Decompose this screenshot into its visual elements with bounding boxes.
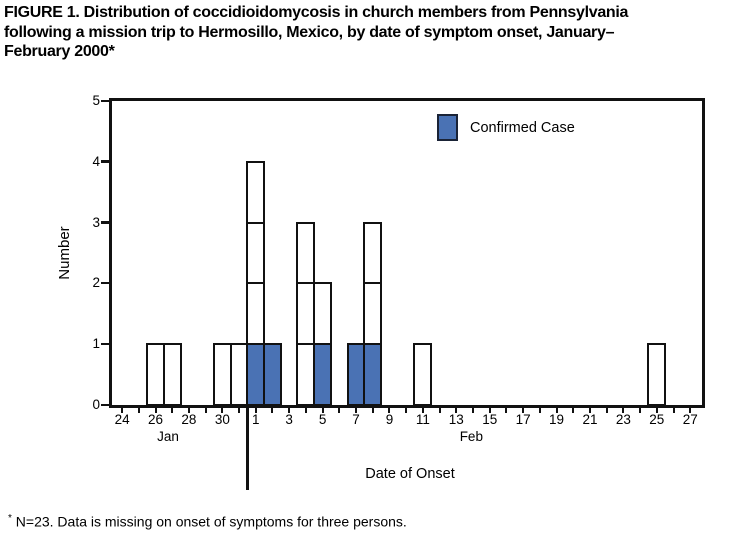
x-tick [137,405,140,413]
case-cell [246,282,266,346]
x-tick [588,405,591,413]
x-tick-label: 26 [148,412,164,427]
case-cell-confirmed [262,343,282,406]
y-tick [101,281,111,285]
case-cell [296,221,316,285]
case-cell [313,282,333,346]
x-tick [338,405,341,413]
y-tick-label: 1 [92,336,100,352]
x-tick [171,405,174,413]
x-tick [672,405,675,413]
y-tick [101,221,111,224]
x-tick-label: 27 [682,412,698,427]
x-tick [605,405,608,413]
x-tick-label: 1 [252,412,260,427]
x-tick [355,405,358,413]
figure-footnote: * N=23. Data is missing on onset of symp… [8,513,407,530]
case-cell [363,282,383,346]
case-cell-confirmed [313,343,333,406]
x-tick [271,405,274,413]
x-tick-label: 9 [385,412,394,427]
x-tick [288,405,291,413]
x-tick [388,405,391,413]
figure-title: FIGURE 1. Distribution of coccidioidomyc… [4,3,748,62]
y-tick-label: 4 [92,153,100,169]
x-tick [187,405,190,413]
x-tick [204,405,207,413]
y-tick [101,403,111,406]
x-tick-label: 30 [214,412,230,427]
x-tick [488,405,491,413]
x-tick-label: 28 [181,412,197,427]
y-tick [101,99,111,102]
x-tick-label: 13 [448,412,464,427]
x-tick-label: 24 [114,412,130,427]
case-cell-confirmed [363,343,383,406]
figure-title-line-2: following a mission trip to Hermosillo, … [4,23,615,41]
figure-title-line-1: FIGURE 1. Distribution of coccidioidomyc… [4,4,629,21]
figure-title-line-3: February 2000* [4,43,115,60]
x-tick [154,405,157,413]
x-tick [438,405,441,413]
x-tick [622,405,625,413]
x-tick-label: 23 [615,412,631,427]
x-tick-label: 17 [515,412,531,427]
x-axis-title: Date of Onset [365,466,455,482]
y-tick-label: 2 [92,275,100,291]
x-tick [321,405,324,413]
x-tick-label: 11 [415,412,430,427]
x-tick [371,405,374,413]
y-tick [101,160,111,163]
legend-label: Confirmed Case [470,120,575,136]
x-tick-label: 15 [482,412,498,427]
y-tick-label: 0 [92,397,100,412]
x-tick [505,405,508,413]
case-cell [162,343,182,406]
x-tick [455,405,458,413]
x-tick [221,405,224,413]
confirmed-case-swatch [437,114,458,141]
case-cell [246,221,266,285]
x-tick [254,405,257,413]
month-separator-line [246,405,249,490]
x-tick [421,405,424,413]
y-tick-label: 3 [92,214,100,230]
x-tick [304,405,307,413]
case-cell [413,343,433,406]
month-label: Jan [157,429,179,444]
x-tick-label: 25 [649,412,665,427]
case-cell [246,160,266,224]
x-tick-label: 21 [582,412,598,427]
x-tick [472,405,474,413]
x-tick [689,405,692,413]
y-tick-label: 5 [92,93,100,108]
x-tick [555,405,558,413]
case-cell [363,221,383,285]
x-tick-label: 3 [285,412,293,427]
x-tick [639,405,642,413]
y-tick [101,342,111,346]
x-tick-label: 5 [318,412,327,427]
x-tick [238,405,241,413]
x-tick [572,405,575,413]
plot-area [109,98,705,408]
month-label: Feb [459,429,483,444]
footnote-text: N=23. Data is missing on onset of sympto… [11,513,407,530]
x-tick [121,405,124,413]
x-tick-label: 19 [549,412,565,427]
x-tick [538,405,541,413]
x-tick [655,405,658,413]
x-tick-label: 7 [352,412,360,427]
case-cell [647,343,667,406]
x-tick [522,405,525,413]
footnote-marker: * [8,513,12,524]
x-tick [405,405,408,413]
